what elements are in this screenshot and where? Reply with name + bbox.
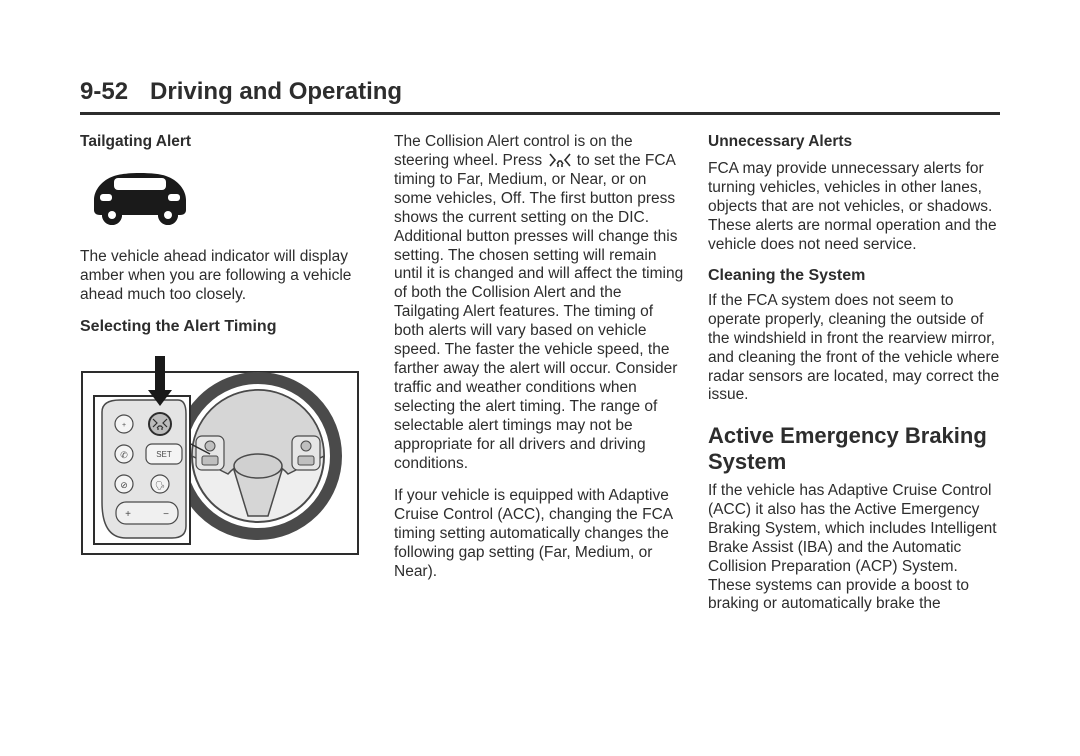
svg-text:SET: SET bbox=[156, 450, 172, 459]
svg-text:✆: ✆ bbox=[120, 450, 128, 460]
tailgating-description: The vehicle ahead indicator will display… bbox=[80, 248, 372, 305]
vehicle-ahead-icon bbox=[80, 160, 200, 234]
page-header: 9-52 Driving and Operating bbox=[80, 78, 1000, 115]
heading-selecting-alert-timing: Selecting the Alert Timing bbox=[80, 317, 372, 337]
heading-tailgating-alert: Tailgating Alert bbox=[80, 133, 372, 152]
svg-text:−: − bbox=[163, 509, 169, 520]
steering-wheel-control-icon: + bbox=[80, 342, 360, 556]
heading-active-emergency-braking: Active Emergency Braking System bbox=[708, 423, 1000, 474]
svg-text:🗣: 🗣 bbox=[155, 481, 165, 490]
column-1: Tailgating Alert bbox=[80, 133, 372, 624]
heading-cleaning-system: Cleaning the System bbox=[708, 266, 1000, 286]
acc-gap-paragraph: If your vehicle is equipped with Adaptiv… bbox=[394, 487, 686, 582]
cleaning-system-paragraph: If the FCA system does not seem to opera… bbox=[708, 292, 1000, 405]
unnecessary-alerts-paragraph: FCA may provide unnecessary alerts for t… bbox=[708, 160, 1000, 255]
aeb-paragraph: If the vehicle has Adaptive Cruise Contr… bbox=[708, 482, 1000, 614]
p1b-text: to set the FCA timing to Far, Medium, or… bbox=[394, 152, 683, 472]
manual-page: 9-52 Driving and Operating Tailgating Al… bbox=[0, 0, 1080, 756]
svg-text:+: + bbox=[122, 422, 126, 429]
svg-text:⊘: ⊘ bbox=[120, 480, 128, 490]
page-number: 9-52 bbox=[80, 78, 128, 106]
body-columns: Tailgating Alert bbox=[80, 133, 1000, 624]
column-2: The Collision Alert control is on the st… bbox=[394, 133, 686, 624]
column-3: Unnecessary Alerts FCA may provide unnec… bbox=[708, 133, 1000, 624]
fca-gap-button-icon bbox=[547, 152, 573, 170]
chapter-title: Driving and Operating bbox=[150, 78, 402, 106]
heading-unnecessary-alerts: Unnecessary Alerts bbox=[708, 133, 1000, 152]
svg-text:+: + bbox=[125, 509, 131, 520]
collision-alert-control-paragraph: The Collision Alert control is on the st… bbox=[394, 133, 686, 473]
